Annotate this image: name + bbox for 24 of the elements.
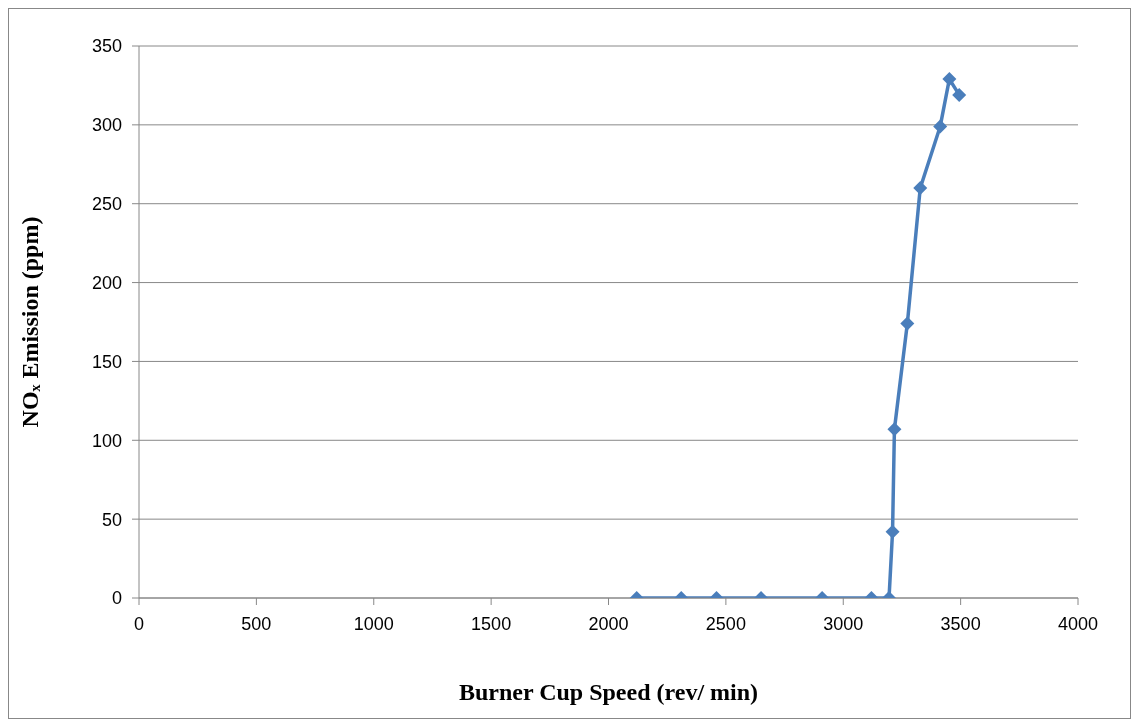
y-tick-label: 200: [91, 272, 122, 293]
x-tick-label: 1000: [353, 613, 394, 634]
y-tick-label: 250: [91, 194, 122, 215]
y-tick-label: 50: [101, 509, 122, 530]
x-tick-label: 4000: [1057, 613, 1099, 634]
y-tick-label: 350: [91, 36, 122, 57]
x-axis-title: Burner Cup Speed (rev/ min): [458, 679, 759, 705]
x-tick-label: 2500: [705, 613, 746, 634]
y-tick-label: 150: [91, 351, 122, 372]
point: [933, 119, 948, 134]
y-tick-label: 300: [91, 115, 122, 136]
x-tick-label: 3500: [940, 613, 981, 634]
point: [900, 316, 915, 331]
x-tick-label: 500: [241, 613, 272, 634]
point: [942, 72, 957, 87]
point: [952, 87, 967, 102]
y-tick-label: 100: [91, 430, 122, 451]
y-axis-title: NOₓ Emission (ppm): [16, 216, 43, 428]
y-tick-label: 0: [111, 588, 122, 609]
x-tick-label: 3000: [823, 613, 864, 634]
x-tick-label: 1500: [471, 613, 512, 634]
point: [913, 180, 928, 195]
x-tick-label: 0: [133, 613, 145, 634]
x-tick-label: 2000: [588, 613, 629, 634]
